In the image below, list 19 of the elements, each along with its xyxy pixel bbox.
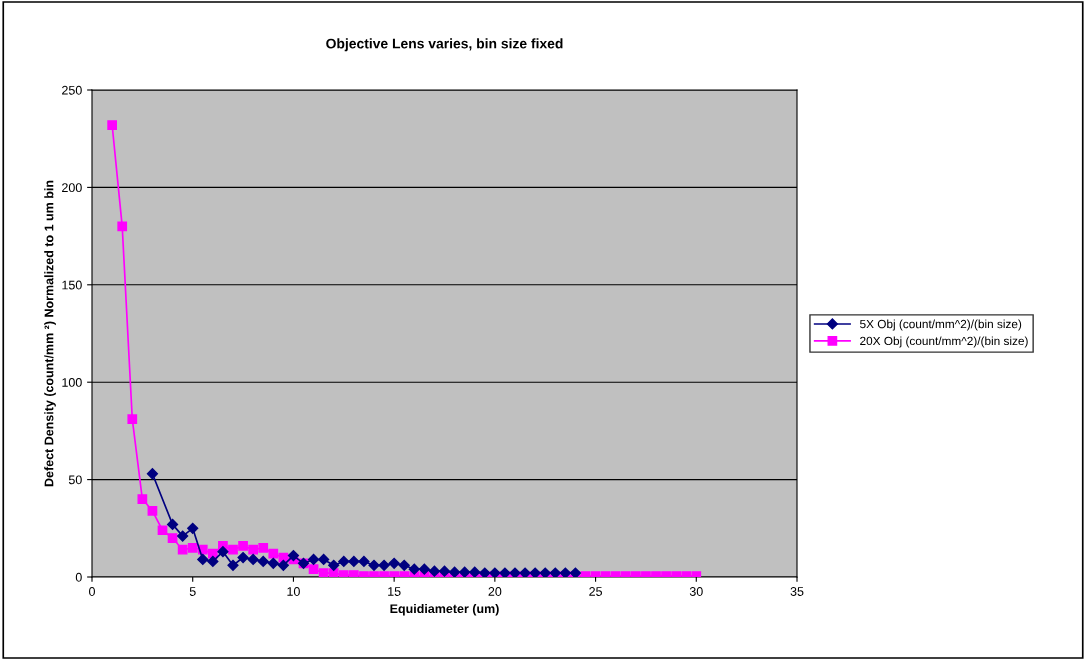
x-tick-label: 0 <box>89 587 95 596</box>
x-tick-label: 35 <box>790 587 804 596</box>
x-tick-label: 10 <box>287 587 300 596</box>
x-axis-title: Equidiameter (um) <box>390 603 499 616</box>
y-tick-label: 150 <box>62 280 82 290</box>
y-tick-label: 200 <box>62 183 82 193</box>
x-tick-label: 15 <box>388 587 401 596</box>
x-tick-label: 5 <box>189 587 196 596</box>
y-axis-title: Defect Density (count/mm ²) Normalized to 1 um bin <box>44 180 56 487</box>
x-tick-label: 20 <box>488 587 502 596</box>
y-tick-label: 50 <box>68 475 82 485</box>
y-tick-label: 0 <box>75 572 82 582</box>
y-tick-label: 100 <box>62 378 82 387</box>
y-tick-label: 250 <box>62 85 82 95</box>
x-tick-label: 30 <box>689 587 703 596</box>
x-tick-label: 25 <box>589 587 602 596</box>
chart-title: Objective Lens varies, bin size fixed <box>326 38 563 52</box>
legend-label: 20X Obj (count/mm^2)/(bin size) <box>860 336 1028 348</box>
legend-label: 5X Obj (count/mm^2)/(bin size) <box>860 319 1022 331</box>
